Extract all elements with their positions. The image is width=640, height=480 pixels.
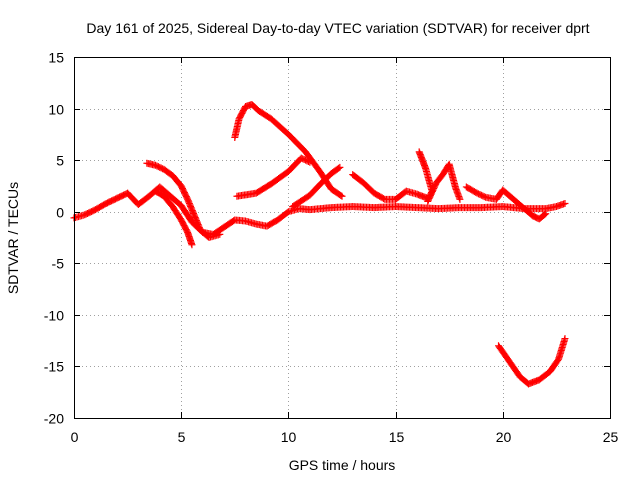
x-tick-label: 5	[178, 429, 186, 445]
data-point	[456, 195, 464, 203]
data-point	[335, 164, 343, 172]
data-point	[304, 158, 312, 166]
data-point	[306, 158, 314, 166]
x-tick-label: 0	[71, 429, 79, 445]
series-track-negative	[495, 335, 569, 388]
series-track-from-3.4	[143, 159, 224, 241]
y-axis-label: SDTVAR / TECUs	[5, 182, 21, 294]
series-track-main	[70, 183, 569, 238]
y-tick-label: -20	[44, 411, 64, 427]
data-point	[561, 335, 569, 343]
series-track-rise	[233, 154, 314, 200]
data-point	[561, 199, 569, 207]
series-track-13	[349, 171, 432, 203]
x-tick-label: 15	[389, 429, 405, 445]
y-tick-label: 10	[48, 102, 64, 118]
data-point	[216, 230, 224, 238]
data-point	[480, 193, 488, 201]
y-tick-label: 5	[56, 153, 64, 169]
x-axis-label: GPS time / hours	[289, 457, 396, 473]
y-tick-label: 15	[48, 50, 64, 66]
plot-frame	[74, 57, 611, 419]
series-track-peak	[231, 100, 346, 200]
y-tick-label: -5	[52, 256, 65, 272]
x-tick-label: 10	[281, 429, 297, 445]
y-tick-label: 0	[56, 205, 64, 221]
series-track-18	[462, 183, 550, 223]
data-point	[542, 210, 550, 218]
data-point	[338, 192, 346, 200]
data-layer	[70, 100, 569, 388]
x-tick-label: 20	[496, 429, 512, 445]
data-point	[188, 241, 196, 249]
grid-layer	[74, 57, 610, 418]
data-point	[336, 163, 344, 171]
data-point	[337, 191, 345, 199]
series-track-drop	[151, 187, 196, 249]
data-point	[541, 211, 549, 219]
y-tick-label: -10	[44, 308, 64, 324]
chart-title: Day 161 of 2025, Sidereal Day-to-day VTE…	[86, 20, 589, 36]
tick-layer: 0 5 10 15 20 25 15 10 5 0 -5 -10 -15 -20	[44, 50, 619, 446]
series-track-16	[415, 148, 464, 205]
x-tick-label: 25	[603, 429, 619, 445]
y-tick-label: -15	[44, 359, 64, 375]
series-track-12	[289, 163, 344, 211]
